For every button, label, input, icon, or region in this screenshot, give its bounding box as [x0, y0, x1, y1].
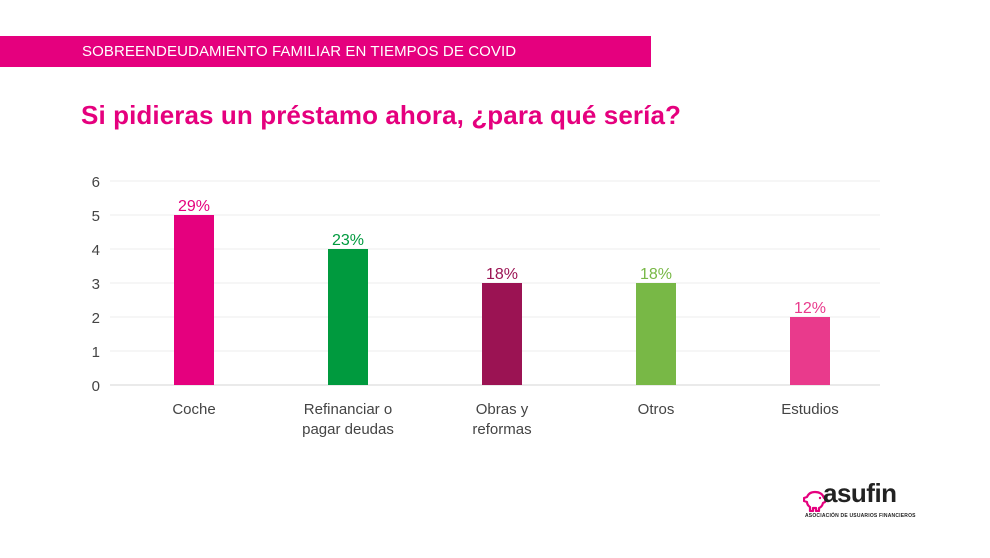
- data-label: 12%: [794, 300, 826, 317]
- bar: [636, 283, 676, 385]
- bar: [482, 283, 522, 385]
- y-tick-label: 0: [92, 378, 100, 395]
- data-label: 18%: [486, 266, 518, 283]
- x-tick-label: reformas: [472, 421, 531, 438]
- bar: [328, 249, 368, 385]
- bar: [174, 215, 214, 385]
- x-tick-label: Refinanciar o: [304, 401, 392, 418]
- y-tick-label: 3: [92, 276, 100, 293]
- chart-title: Si pidieras un préstamo ahora, ¿para qué…: [81, 100, 681, 130]
- y-tick-label: 2: [92, 310, 100, 327]
- y-axis-ticks: 0 1 2 3 4 5 6: [92, 174, 100, 395]
- piggy-bank-icon: [803, 490, 827, 512]
- y-tick-label: 5: [92, 208, 100, 225]
- data-label: 29%: [178, 198, 210, 215]
- x-tick-label: pagar deudas: [302, 421, 394, 438]
- y-tick-label: 1: [92, 344, 100, 361]
- section-banner: SOBREENDEUDAMIENTO FAMILIAR EN TIEMPOS D…: [0, 36, 651, 67]
- x-tick-label: Otros: [638, 401, 675, 418]
- x-tick-label: Estudios: [781, 401, 839, 418]
- x-tick-label: Obras y: [476, 401, 529, 418]
- banner-text: SOBREENDEUDAMIENTO FAMILIAR EN TIEMPOS D…: [82, 43, 517, 60]
- chart-bars: [174, 215, 830, 385]
- asufin-logo: asufin ASOCIACIÓN DE USUARIOS FINANCIERO…: [803, 478, 916, 524]
- data-label: 23%: [332, 232, 364, 249]
- logo-tagline: ASOCIACIÓN DE USUARIOS FINANCIEROS: [805, 513, 916, 519]
- data-label: 18%: [640, 266, 672, 283]
- y-tick-label: 6: [92, 174, 100, 191]
- x-axis-ticks: Coche Refinanciar o pagar deudas Obras y ref…: [172, 401, 838, 438]
- bar: [790, 317, 830, 385]
- y-tick-label: 4: [92, 242, 100, 259]
- data-labels: 29% 23% 18% 18% 12%: [178, 198, 826, 317]
- logo-wordmark: asufin: [823, 478, 897, 508]
- x-tick-label: Coche: [172, 401, 215, 418]
